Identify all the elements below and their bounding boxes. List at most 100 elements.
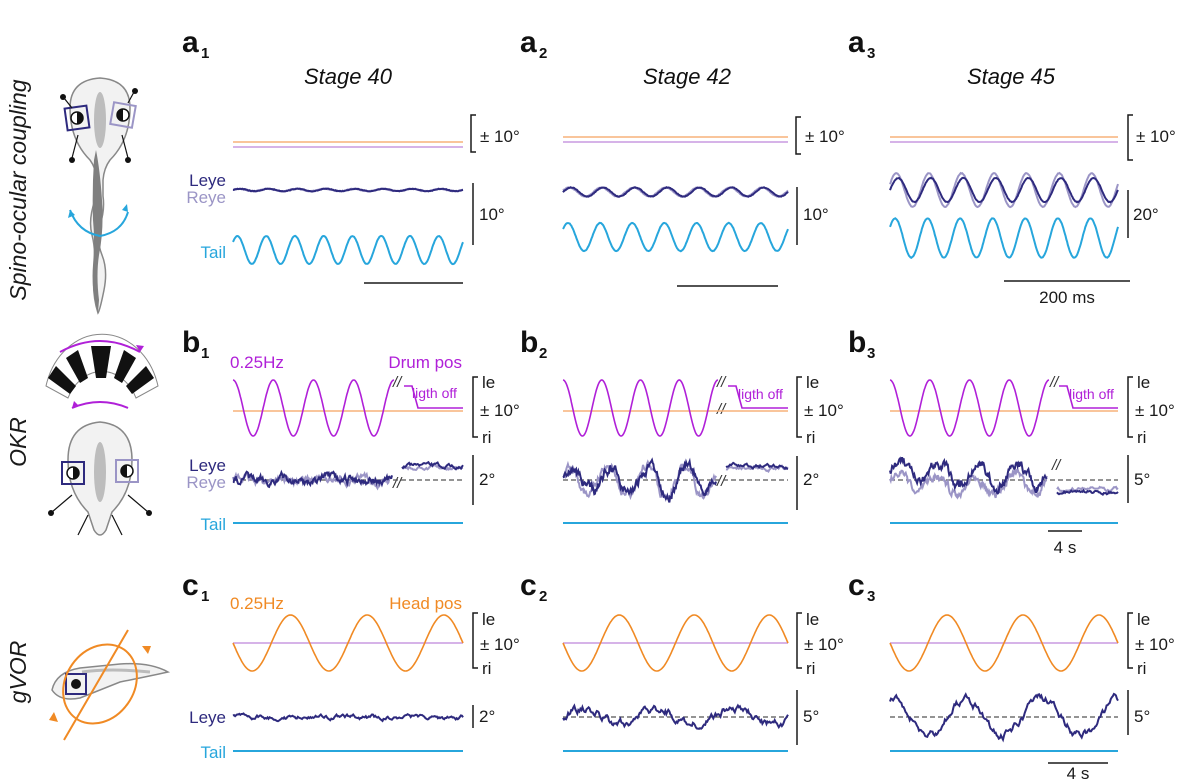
break-b1-bot: // [392,475,403,492]
svg-text:3: 3 [867,588,875,605]
svg-text:b: b [182,326,200,359]
svg-text:a: a [182,26,199,59]
trace-drum-off-b3 [1059,385,1118,409]
trace-leye-a3 [889,176,1119,204]
svg-text:3: 3 [867,45,875,62]
le-c3: le [1137,610,1150,629]
svg-text:2: 2 [539,45,547,62]
scale-a2-eye: 10° [803,205,829,224]
svg-text:a: a [848,26,865,59]
label-reye-a: Reye [186,188,226,207]
pm10-b2: ± 10° [804,401,844,420]
trace-leye-off-b3 [1056,488,1119,496]
break-b1-top: // [392,374,403,391]
svg-text:a: a [520,26,537,59]
trace-drum-off-b1 [404,385,463,409]
le-c2: le [806,610,819,629]
trace-leye-c3 [889,692,1119,743]
break-b2-mid: // [716,401,727,418]
time-c: 4 s [1067,764,1090,780]
scale-a1-eye: 10° [479,205,505,224]
trace-reye-off-b3 [1056,485,1119,494]
time-b: 4 s [1054,538,1077,557]
break-b3-bot: // [1051,457,1062,474]
scale-b2-eye: 2° [803,470,819,489]
label-leye-a: Leye [189,171,226,190]
ri-b2: ri [806,428,815,447]
svg-text:b: b [520,326,538,359]
trace-leye-c1 [232,712,464,723]
ri-c1: ri [482,659,491,678]
trace-leye-c2 [562,703,789,731]
stage-title-2: Stage 42 [643,64,731,89]
tadpole-side-rotation-icon [49,629,171,741]
label-tail-b: Tail [200,515,226,534]
row-label-okr: OKR [5,417,31,467]
svg-text:c: c [182,569,199,602]
optokinetic-drum-icon [45,333,159,536]
break-b3-top: // [1049,374,1060,391]
break-b2-bot: // [716,473,727,490]
trace-tail-a2 [562,221,789,253]
trace-leye-a2 [562,186,789,198]
le-b3: le [1137,373,1150,392]
pm10-b1: ± 10° [480,401,520,420]
le-b1: le [482,373,495,392]
svg-text:1: 1 [201,45,209,62]
break-b2-top: // [716,374,727,391]
svg-text:2: 2 [539,345,547,362]
trace-drum-b2 [562,379,719,437]
trace-reye-b3 [889,466,1048,500]
ri-c2: ri [806,659,815,678]
stage-title-1: Stage 40 [304,64,393,89]
traces [232,136,1119,752]
scale-a3-eye: 20° [1133,205,1159,224]
pm10-c2: ± 10° [804,635,844,654]
light-off-b2: ligth off [738,386,783,402]
scale-c3-eye: 5° [1134,707,1150,726]
scale-b3-eye: 5° [1134,470,1150,489]
trace-drum-b3 [889,379,1050,437]
light-off-b3: ligth off [1069,386,1114,402]
label-tail-a: Tail [200,243,226,262]
pm10-a3: ± 10° [1136,127,1176,146]
trace-drum-off-b2 [728,385,788,409]
svg-text:b: b [848,326,866,359]
trace-leye-off-b1 [401,460,464,471]
trace-tail-a1 [232,234,464,266]
freq-label-c: 0.25Hz [230,594,284,613]
svg-text:c: c [848,569,865,602]
scale-c2-eye: 5° [803,707,819,726]
time-a: 200 ms [1039,288,1095,307]
drum-pos-label: Drum pos [388,353,462,372]
trace-reye-b2 [562,459,717,503]
scale-c1-eye: 2° [479,707,495,726]
trace-tail-a3 [889,217,1119,259]
ri-b3: ri [1137,428,1146,447]
svg-text:1: 1 [201,588,209,605]
pm10-a1: ± 10° [480,127,520,146]
pm10-a2: ± 10° [805,127,845,146]
ri-c3: ri [1137,659,1146,678]
trace-head-c3 [889,614,1119,672]
svg-text:1: 1 [201,345,209,362]
trace-head-c2 [562,614,789,672]
tadpole-dorsal-icon [60,77,138,315]
le-c1: le [482,610,495,629]
ri-b1: ri [482,428,491,447]
freq-label-b: 0.25Hz [230,353,284,372]
trace-leye-b2 [562,457,717,503]
stage-title-3: Stage 45 [967,64,1056,89]
pm10-b3: ± 10° [1135,401,1175,420]
label-reye-b: Reye [186,473,226,492]
svg-text:2: 2 [539,588,547,605]
trace-leye-b3 [889,456,1048,495]
